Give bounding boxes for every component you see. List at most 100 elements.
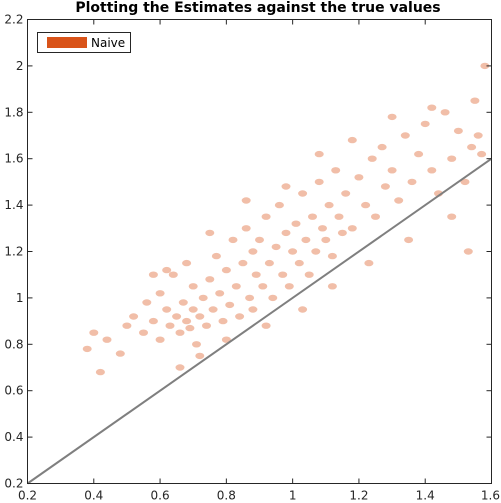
data-point <box>245 294 255 302</box>
data-point <box>414 150 424 158</box>
data-point <box>298 190 308 197</box>
y-tick-label: 1.2 <box>4 245 23 259</box>
data-point <box>453 127 463 135</box>
data-point <box>102 336 112 343</box>
x-tick-label: 1.6 <box>481 489 500 503</box>
scatter-points <box>82 62 490 376</box>
data-point <box>202 322 211 329</box>
data-point <box>142 299 152 306</box>
data-point <box>463 248 473 255</box>
data-point <box>175 364 185 371</box>
data-point <box>178 299 188 306</box>
data-point <box>255 236 264 244</box>
data-point <box>304 271 314 278</box>
data-point <box>477 150 487 158</box>
data-point <box>264 259 274 267</box>
y-tick-label: 2.2 <box>4 13 23 27</box>
data-point <box>274 201 284 209</box>
data-point <box>367 155 377 162</box>
data-point <box>205 229 215 237</box>
data-point <box>377 143 387 151</box>
data-point <box>268 294 278 302</box>
data-point <box>314 178 324 186</box>
x-tick-label: 0.4 <box>84 489 103 503</box>
data-point <box>162 266 172 274</box>
data-point <box>341 190 351 197</box>
data-point <box>195 313 205 320</box>
data-point <box>298 306 308 313</box>
reference-line <box>26 157 493 485</box>
x-tick-label: 1.2 <box>349 489 368 503</box>
data-point <box>248 306 258 313</box>
data-point <box>248 248 258 255</box>
y-tick-label: 0.2 <box>4 477 23 491</box>
y-tick-label: 0.6 <box>4 384 23 398</box>
data-point <box>258 283 268 290</box>
data-point <box>347 225 357 232</box>
data-point <box>82 345 92 353</box>
data-point <box>460 178 470 186</box>
data-point <box>447 213 457 220</box>
data-point <box>427 104 437 111</box>
data-point <box>235 313 245 320</box>
data-point <box>347 136 357 144</box>
data-point <box>324 201 334 209</box>
data-point <box>440 109 450 116</box>
data-point <box>115 350 125 357</box>
data-point <box>241 225 251 232</box>
data-point <box>211 252 221 260</box>
data-point <box>407 178 417 186</box>
data-point <box>122 322 132 329</box>
plot-area-frame <box>27 19 492 484</box>
data-point <box>361 201 371 209</box>
data-point <box>241 197 251 204</box>
y-tick-label: 0.8 <box>4 337 23 351</box>
data-point <box>155 336 165 343</box>
data-point <box>334 213 344 220</box>
data-point <box>311 248 321 255</box>
data-point <box>95 368 105 376</box>
data-point <box>175 329 185 336</box>
y-tick-label: 2 <box>16 59 24 73</box>
data-point <box>185 324 195 332</box>
data-point <box>221 336 231 343</box>
data-point <box>387 167 397 174</box>
data-point <box>192 341 201 348</box>
data-point <box>89 329 99 336</box>
x-tick-label: 0.8 <box>217 489 236 503</box>
data-point <box>139 329 148 336</box>
y-axis: 0.2 0.4 0.6 0.8 1 1.2 1.4 1.6 1.8 2 2.2 <box>4 13 492 491</box>
data-point <box>278 271 288 278</box>
data-point <box>261 213 271 220</box>
chart-title: Plotting the Estimates against the true … <box>75 0 440 16</box>
data-point <box>364 259 374 267</box>
data-point <box>308 213 317 220</box>
data-point <box>387 113 397 121</box>
data-point <box>281 229 291 237</box>
legend: Naive <box>37 32 131 53</box>
data-point <box>148 271 158 278</box>
data-point <box>228 236 238 244</box>
data-point <box>337 229 347 237</box>
x-tick-label: 1.4 <box>416 489 435 503</box>
data-point <box>221 266 231 274</box>
data-point <box>208 306 218 313</box>
data-point <box>327 252 337 260</box>
y-tick-label: 1.6 <box>4 152 23 166</box>
data-point <box>195 352 205 360</box>
data-point <box>294 259 304 267</box>
data-point <box>470 97 480 104</box>
y-tick-label: 0.4 <box>4 430 23 444</box>
data-point <box>162 306 172 313</box>
data-point <box>404 236 414 244</box>
legend-label-naive: Naive <box>91 36 125 50</box>
data-point <box>354 174 364 181</box>
x-tick-label: 0.2 <box>18 489 37 503</box>
data-point <box>327 283 337 290</box>
data-point <box>165 322 175 329</box>
y-tick-label: 1 <box>16 291 24 305</box>
x-tick-label: 0.6 <box>151 489 170 503</box>
data-point <box>314 150 324 158</box>
data-point <box>205 276 215 283</box>
